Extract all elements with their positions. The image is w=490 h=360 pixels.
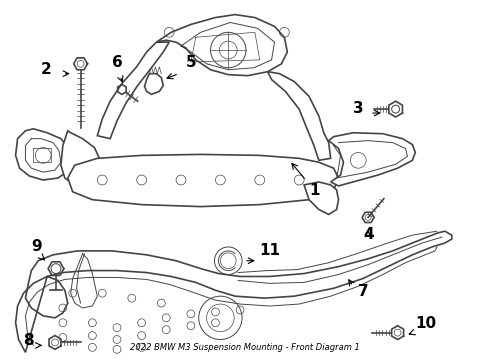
Text: 11: 11: [260, 243, 281, 258]
Text: 2022 BMW M3 Suspension Mounting - Front Diagram 1: 2022 BMW M3 Suspension Mounting - Front …: [130, 343, 360, 352]
Text: 2: 2: [41, 62, 52, 77]
Text: 5: 5: [186, 55, 196, 70]
Text: 4: 4: [363, 227, 374, 242]
Polygon shape: [98, 42, 169, 139]
Polygon shape: [156, 15, 287, 76]
Polygon shape: [16, 129, 71, 180]
Text: 10: 10: [416, 316, 437, 331]
Polygon shape: [329, 133, 416, 186]
Polygon shape: [304, 182, 339, 215]
Polygon shape: [61, 131, 102, 188]
Text: 7: 7: [358, 284, 369, 299]
Text: 3: 3: [353, 101, 364, 116]
Polygon shape: [268, 72, 331, 160]
Text: 1: 1: [292, 163, 319, 198]
Polygon shape: [145, 74, 163, 94]
Polygon shape: [68, 154, 339, 207]
Text: 8: 8: [24, 333, 34, 348]
Polygon shape: [16, 231, 452, 352]
Text: 9: 9: [31, 239, 42, 254]
Text: 6: 6: [112, 55, 123, 70]
